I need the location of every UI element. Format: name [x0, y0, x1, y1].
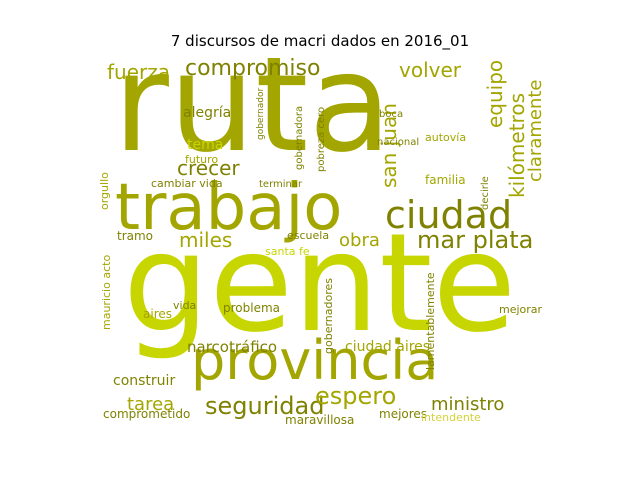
- word-ciudad-aires: ciudad aires: [345, 339, 431, 355]
- word-mejores: mejores: [379, 407, 428, 421]
- word-santa-fe: santa fe: [265, 245, 310, 258]
- word-aires: aires: [143, 307, 172, 321]
- word-miles: miles: [179, 228, 233, 252]
- word-problema: problema: [223, 301, 281, 315]
- word-equipo: equipo: [483, 59, 507, 128]
- word-mejorar: mejorar: [499, 303, 543, 316]
- word-gente: gente: [123, 205, 517, 363]
- word-mar-plata: mar plata: [417, 226, 534, 254]
- word-decirle: decirle: [480, 176, 491, 210]
- word-espero: espero: [315, 382, 397, 410]
- word-cloud: ruta gente trabajo provincia ciudad mar …: [95, 58, 549, 427]
- word-construir: construir: [113, 373, 176, 389]
- word-nacional: nacional: [377, 137, 420, 148]
- word-claramente: claramente: [525, 79, 546, 182]
- word-lamentablemente: lamentablemente: [424, 272, 437, 370]
- word-comprometido: comprometido: [103, 407, 191, 421]
- chart-title: 7 discursos de macri dados en 2016_01: [170, 32, 470, 50]
- word-pobreza-cero: pobreza cero: [316, 106, 327, 172]
- word-tema: tema: [187, 137, 224, 153]
- word-autovia: autovía: [425, 131, 467, 144]
- word-gobernador: gobernador: [256, 87, 266, 140]
- word-familia: familia: [425, 173, 466, 187]
- word-gobernadores: gobernadores: [322, 278, 335, 354]
- word-trabajo: trabajo: [115, 171, 343, 245]
- word-boca: boca: [379, 109, 404, 120]
- word-provincia: provincia: [191, 329, 439, 392]
- word-ruta: ruta: [113, 58, 392, 183]
- word-fuerza: fuerza: [107, 60, 170, 84]
- word-cambiar-vida: cambiar vida: [151, 177, 223, 190]
- word-futuro: futuro: [185, 153, 219, 166]
- word-kilometros: kilómetros: [505, 93, 529, 198]
- word-escuela: escuela: [287, 229, 330, 242]
- word-mauricio-acto: mauricio acto: [100, 254, 113, 330]
- word-obra: obra: [339, 230, 380, 251]
- word-terminar: terminar: [259, 179, 303, 190]
- word-intendente: intendente: [421, 411, 481, 424]
- word-vida: vida: [173, 299, 197, 312]
- word-maravillosa: maravillosa: [285, 413, 355, 427]
- word-narcotrafico: narcotráfico: [187, 338, 278, 356]
- word-crecer: crecer: [177, 156, 240, 180]
- word-ministro: ministro: [431, 394, 505, 415]
- word-alegria: alegría: [183, 105, 232, 121]
- word-tramo: tramo: [117, 229, 154, 243]
- word-orgullo: orgullo: [98, 172, 111, 210]
- word-tarea: tarea: [127, 394, 175, 415]
- word-compromiso: compromiso: [185, 58, 321, 81]
- word-volver: volver: [399, 58, 461, 82]
- word-seguridad: seguridad: [205, 392, 325, 420]
- word-ciudad: ciudad: [385, 193, 513, 237]
- word-gobernadora: gobernadora: [294, 105, 305, 170]
